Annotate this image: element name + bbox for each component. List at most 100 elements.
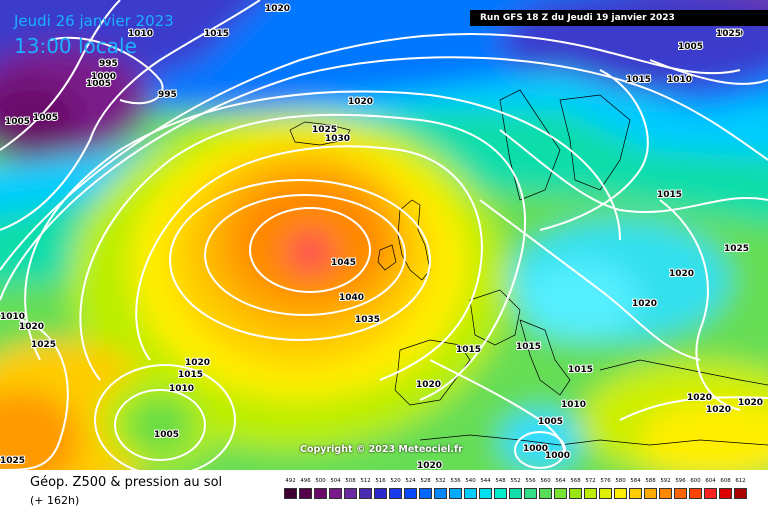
- scale-label: 540: [465, 478, 476, 484]
- isobar-label: 1025: [312, 125, 337, 135]
- scale-label: 588: [645, 478, 656, 484]
- isobar-label: 1015: [204, 29, 229, 39]
- scale-label: 576: [600, 478, 611, 484]
- isobar-labels: 1020 1015 1010 995 1005 1000 995 1005 10…: [0, 3, 764, 470]
- scale-swatch: [374, 488, 387, 499]
- scale-label: 592: [660, 478, 671, 484]
- scale-swatch: [479, 488, 492, 499]
- scale-label: 596: [675, 478, 686, 484]
- scale-label: 572: [585, 478, 596, 484]
- isobar-label: 1020: [706, 405, 731, 415]
- isobar-label: 1010: [667, 75, 692, 85]
- isobar-label: 1005: [86, 79, 111, 89]
- scale-swatch: [284, 488, 297, 499]
- isobar-label: 1020: [348, 97, 373, 107]
- scale-swatch: [404, 488, 417, 499]
- scale-swatch: [704, 488, 717, 499]
- isobars: [0, 0, 768, 470]
- isobar-label: 1015: [516, 342, 541, 352]
- scale-swatch: [449, 488, 462, 499]
- geopotential-field: [0, 0, 768, 470]
- scale-swatch: [509, 488, 522, 499]
- scale-swatch: [524, 488, 537, 499]
- forecast-date: Jeudi 26 janvier 2023: [14, 12, 174, 30]
- scale-swatch: [419, 488, 432, 499]
- scale-label: 528: [420, 478, 431, 484]
- isobar-label: 1020: [687, 393, 712, 403]
- scale-label: 492: [285, 478, 296, 484]
- isobar-label: 1020: [417, 461, 442, 470]
- isobar-label: 1000: [523, 444, 548, 454]
- scale-swatch: [659, 488, 672, 499]
- scale-label: 512: [360, 478, 371, 484]
- isobar-label: 1020: [738, 398, 763, 408]
- scale-label: 504: [330, 478, 341, 484]
- isobar-label: 1010: [128, 29, 153, 39]
- isobar-label: 1015: [456, 345, 481, 355]
- scale-label: 604: [705, 478, 716, 484]
- scale-swatch: [494, 488, 507, 499]
- isobar-label: 1025: [716, 29, 741, 39]
- scale-label: 496: [300, 478, 311, 484]
- isobar-label: 1025: [31, 340, 56, 350]
- scale-label: 532: [435, 478, 446, 484]
- lead-time: (+ 162h): [30, 494, 80, 507]
- scale-swatch: [584, 488, 597, 499]
- forecast-time: 13:00 locale: [14, 34, 137, 58]
- isobar-label: 1015: [178, 370, 203, 380]
- isobar-label: 1005: [154, 430, 179, 440]
- isobar-label: 1005: [538, 417, 563, 427]
- isobar-label: 1005: [678, 42, 703, 52]
- scale-swatch: [359, 488, 372, 499]
- scale-label: 552: [510, 478, 521, 484]
- scale-swatch: [299, 488, 312, 499]
- scale-label: 508: [345, 478, 356, 484]
- legend-footer: Géop. Z500 & pression au sol (+ 162h) 49…: [0, 470, 768, 512]
- isobar-label: 1025: [724, 244, 749, 254]
- isobar-label: 1035: [355, 315, 380, 325]
- scale-label: 580: [615, 478, 626, 484]
- coastlines: [289, 89, 768, 446]
- scale-swatch: [689, 488, 702, 499]
- isobar-label: 1005: [5, 117, 30, 127]
- scale-swatch: [434, 488, 447, 499]
- scale-label: 536: [450, 478, 461, 484]
- isobar-label: 995: [158, 90, 177, 100]
- isobar-label: 1005: [33, 113, 58, 123]
- isobar-label: 1020: [19, 322, 44, 332]
- isobar-label: 1030: [325, 134, 350, 144]
- isobar-label: 1040: [339, 293, 364, 303]
- parameter-title: Géop. Z500 & pression au sol: [30, 475, 223, 490]
- weather-map: 1020 1015 1010 995 1005 1000 995 1005 10…: [0, 0, 768, 470]
- scale-label: 564: [555, 478, 566, 484]
- scale-swatch: [539, 488, 552, 499]
- isobar-label: 995: [99, 59, 118, 69]
- isobar-label: 1010: [0, 312, 25, 322]
- scale-label: 556: [525, 478, 536, 484]
- isobar-label: 1015: [626, 75, 651, 85]
- scale-swatch: [329, 488, 342, 499]
- scale-swatch: [629, 488, 642, 499]
- copyright: Copyright © 2023 Meteociel.fr: [300, 444, 463, 455]
- scale-label: 568: [570, 478, 581, 484]
- scale-swatch: [464, 488, 477, 499]
- scale-swatch: [554, 488, 567, 499]
- isobar-label: 1020: [185, 358, 210, 368]
- isobar-label: 1045: [331, 258, 356, 268]
- isobar-label: 1025: [0, 456, 25, 466]
- scale-swatch: [599, 488, 612, 499]
- model-run-label: Run GFS 18 Z du Jeudi 19 janvier 2023: [470, 10, 768, 26]
- isobar-label: 1015: [568, 365, 593, 375]
- isobar-label: 1000: [91, 72, 116, 82]
- scale-swatch: [719, 488, 732, 499]
- scale-label: 548: [495, 478, 506, 484]
- scale-swatch: [569, 488, 582, 499]
- scale-swatch: [734, 488, 747, 499]
- scale-swatch: [674, 488, 687, 499]
- scale-label: 608: [720, 478, 731, 484]
- isobar-label: 1020: [416, 380, 441, 390]
- scale-label: 516: [375, 478, 386, 484]
- scale-label: 500: [315, 478, 326, 484]
- scale-swatch: [344, 488, 357, 499]
- scale-label: 524: [405, 478, 416, 484]
